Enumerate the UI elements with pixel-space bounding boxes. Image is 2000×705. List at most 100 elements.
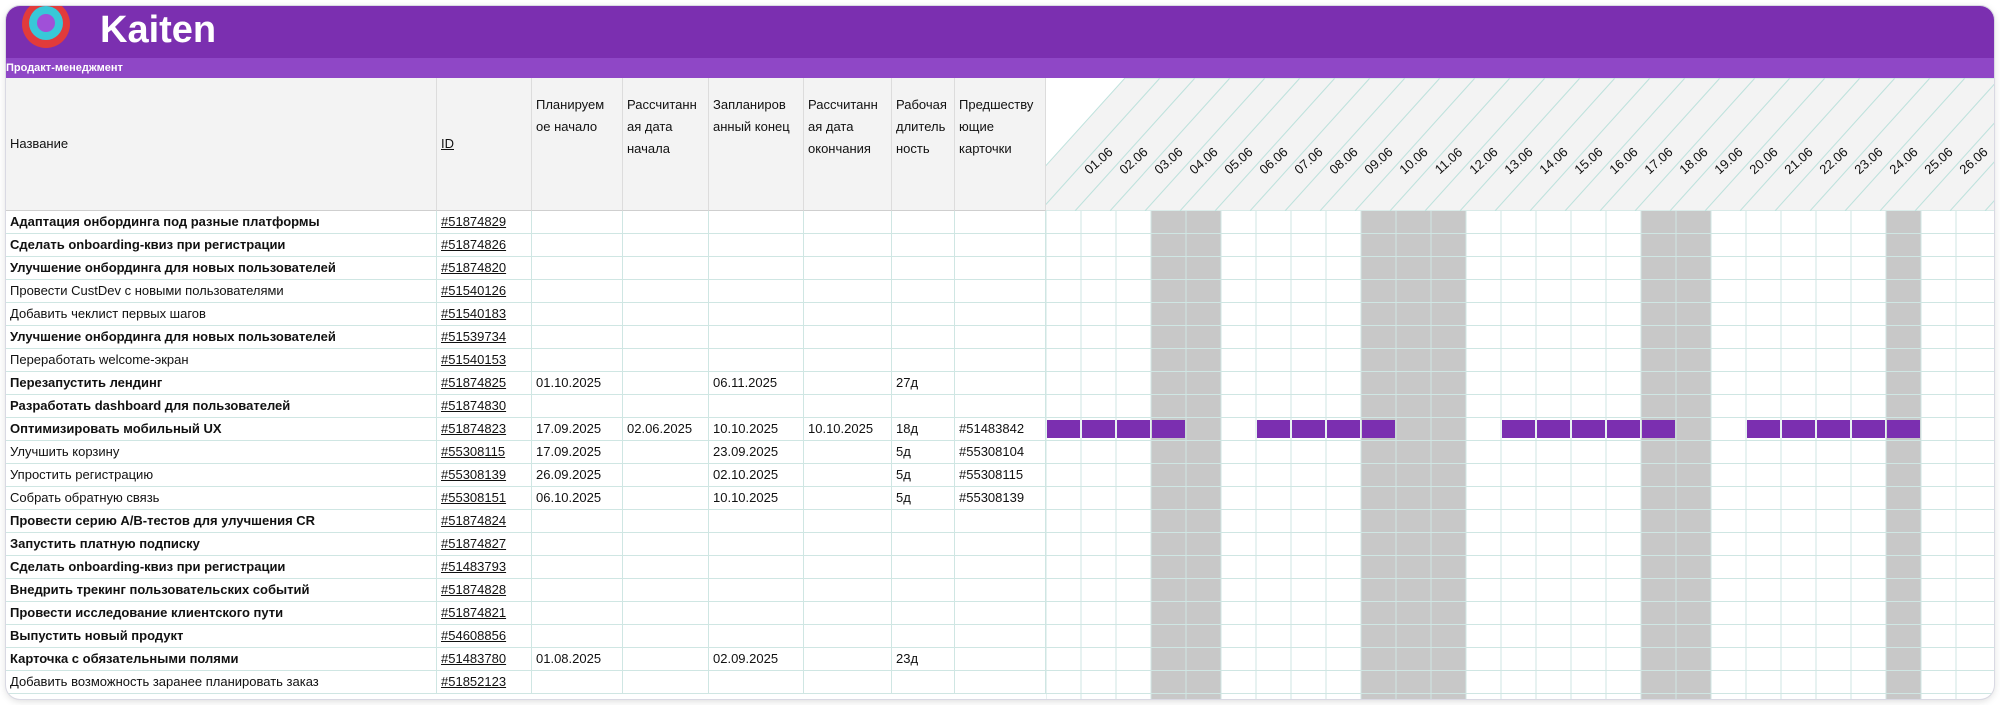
column-header-calc_start[interactable]: Рассчитанн ая дата начала [623,78,709,211]
table-row[interactable]: Сделать onboarding-квиз при регистрации #… [6,556,1046,579]
table-row[interactable]: Добавить возможность заранее планировать… [6,671,1046,694]
card-id-link[interactable]: #51852123 [437,671,532,693]
cell-calc-start [623,533,709,555]
gantt-bar-segment[interactable] [1782,420,1815,438]
table-row[interactable]: Карточка с обязательными полями #51483780… [6,648,1046,671]
cell-name: Провести исследование клиентского пути [6,602,437,624]
card-id-link[interactable]: #51540153 [437,349,532,371]
cell-plan-start: 17.09.2025 [532,441,623,463]
gantt-bar-segment[interactable] [1747,420,1780,438]
column-header-name[interactable]: Название [6,78,437,211]
table-row[interactable]: Сделать onboarding-квиз при регистрации #… [6,234,1046,257]
cell-predecessors [955,211,1046,233]
cell-plan-start [532,211,623,233]
gantt-bar-segment[interactable] [1537,420,1570,438]
table-row[interactable]: Провести CustDev с новыми пользователями… [6,280,1046,303]
column-header-id[interactable]: ID [437,78,532,211]
column-header-label: окончания [808,141,871,156]
card-id-link[interactable]: #51483780 [437,648,532,670]
card-id-link[interactable]: #51874823 [437,418,532,440]
column-header-label: ющие [959,119,994,134]
card-id-link[interactable]: #51874821 [437,602,532,624]
card-id-link[interactable]: #51874830 [437,395,532,417]
table-row[interactable]: Улучшение онбординга для новых пользоват… [6,326,1046,349]
column-header-plan_end[interactable]: Запланиров анный конец [709,78,804,211]
card-id-link[interactable]: #54608856 [437,625,532,647]
table-row[interactable]: Перезапустить лендинг #51874825 01.10.2025… [6,372,1046,395]
weekend-column [1361,211,1396,699]
cell-calc-end [804,602,892,624]
gantt-bar-segment[interactable] [1607,420,1640,438]
card-id-link[interactable]: #55308139 [437,464,532,486]
gantt-bar-segment[interactable] [1502,420,1535,438]
cell-duration: 5д [892,464,955,486]
table-row[interactable]: Разработать dashboard для пользователей #… [6,395,1046,418]
cell-plan-end: 02.10.2025 [709,464,804,486]
table-row[interactable]: Выпустить новый продукт #54608856 [6,625,1046,648]
gantt-bar-segment[interactable] [1292,420,1325,438]
card-id-link[interactable]: #51483793 [437,556,532,578]
card-id-link[interactable]: #51874824 [437,510,532,532]
cell-duration [892,602,955,624]
cell-calc-end [804,625,892,647]
card-id-link[interactable]: #51874826 [437,234,532,256]
column-header-label: ая дата [808,119,854,134]
card-id-link[interactable]: #51874829 [437,211,532,233]
date-header-cell [1284,78,1441,211]
cell-calc-end [804,326,892,348]
gantt-bar-segment[interactable] [1852,420,1885,438]
card-id-link[interactable]: #51874825 [437,372,532,394]
date-header-cell [1984,200,1994,211]
column-header-predecessors[interactable]: Предшеству ющие карточки [955,78,1046,211]
card-id-link[interactable]: #51874827 [437,533,532,555]
card-id-link[interactable]: #51540126 [437,280,532,302]
table-row[interactable]: Оптимизировать мобильный UX #51874823 17.0… [6,418,1046,441]
cell-calc-end [804,579,892,601]
table-row[interactable]: Улучшение онбординга для новых пользоват… [6,257,1046,280]
cell-plan-end [709,211,804,233]
column-header-plan_start[interactable]: Планируем ое начало [532,78,623,211]
column-header-duration[interactable]: Рабочая длитель ность [892,78,955,211]
gantt-bar-segment[interactable] [1082,420,1115,438]
cell-calc-end [804,280,892,302]
cell-calc-start [623,303,709,325]
card-id-link[interactable]: #51539734 [437,326,532,348]
column-header-label: анный конец [713,119,790,134]
cell-plan-start: 26.09.2025 [532,464,623,486]
cell-duration: 18д [892,418,955,440]
card-id-link[interactable]: #51874820 [437,257,532,279]
cell-name: Перезапустить лендинг [6,372,437,394]
table-row[interactable]: Запустить платную подписку #51874827 [6,533,1046,556]
cell-calc-start [623,257,709,279]
gantt-bar-segment[interactable] [1327,420,1360,438]
table-row[interactable]: Адаптация онбординга под разные платформ… [6,211,1046,234]
cell-plan-start: 01.10.2025 [532,372,623,394]
gantt-bar-segment[interactable] [1257,420,1290,438]
gantt-bar-segment[interactable] [1152,420,1185,438]
table-row[interactable]: Провести серию A/B-тестов для улучшения … [6,510,1046,533]
gantt-bar-segment[interactable] [1817,420,1850,438]
table-row[interactable]: Улучшить корзину #55308115 17.09.2025 23.09… [6,441,1046,464]
gantt-bar-segment[interactable] [1887,420,1920,438]
cell-calc-start [623,441,709,463]
cell-predecessors [955,326,1046,348]
weekend-column [1676,211,1711,699]
gantt-bar-segment[interactable] [1117,420,1150,438]
gantt-bar-segment[interactable] [1362,420,1395,438]
gantt-bar-segment[interactable] [1047,420,1080,438]
date-header-cell [1319,78,1476,211]
table-row[interactable]: Внедрить трекинг пользовательских событи… [6,579,1046,602]
table-row[interactable]: Добавить чеклист первых шагов #51540183 [6,303,1046,326]
column-header-calc_end[interactable]: Рассчитанн ая дата окончания [804,78,892,211]
card-id-link[interactable]: #55308115 [437,441,532,463]
gantt-bar-segment[interactable] [1572,420,1605,438]
card-id-link[interactable]: #55308151 [437,487,532,509]
cell-calc-end [804,671,892,693]
table-row[interactable]: Провести исследование клиентского пути #5… [6,602,1046,625]
card-id-link[interactable]: #51874828 [437,579,532,601]
table-row[interactable]: Переработать welcome-экран #51540153 [6,349,1046,372]
card-id-link[interactable]: #51540183 [437,303,532,325]
table-row[interactable]: Собрать обратную связь #55308151 06.10.202… [6,487,1046,510]
gantt-bar-segment[interactable] [1642,420,1675,438]
table-row[interactable]: Упростить регистрацию #55308139 26.09.2025… [6,464,1046,487]
